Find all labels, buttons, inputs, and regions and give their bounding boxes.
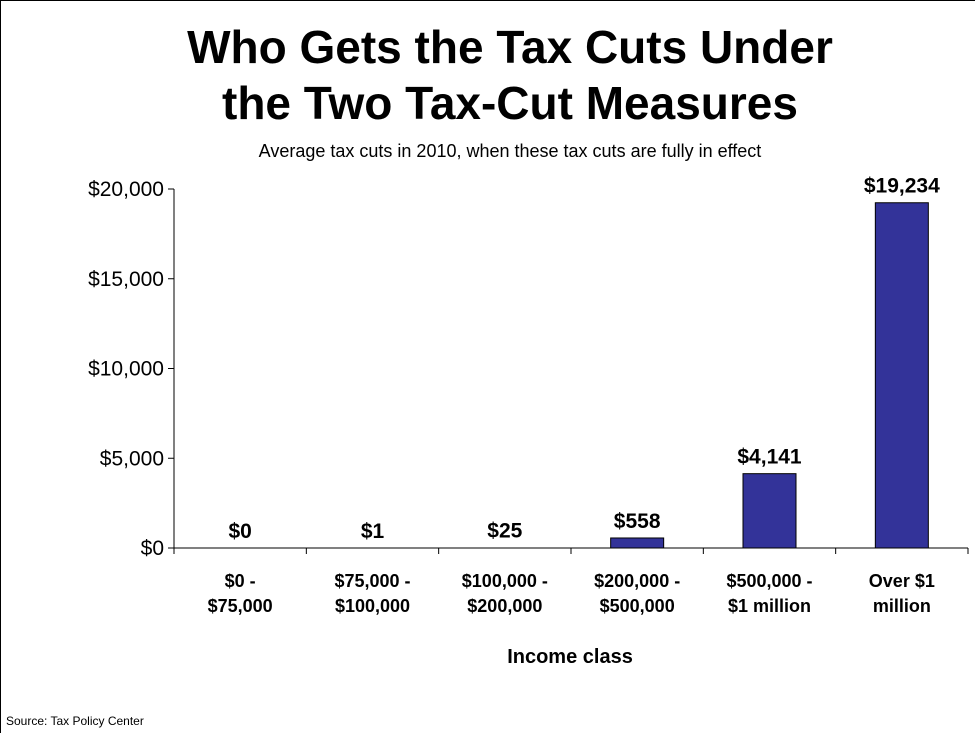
bars	[610, 202, 929, 549]
y-tick-label: $0	[141, 537, 164, 560]
bar-value-label: $0	[228, 520, 251, 543]
chart-title-line-2: the Two Tax-Cut Measures	[222, 77, 798, 129]
bar	[742, 473, 797, 549]
x-tick-label: $200,000 -$500,000	[594, 571, 680, 616]
y-tick-label: $20,000	[88, 178, 164, 201]
x-tick-label: $75,000 -$100,000	[334, 571, 410, 616]
x-axis: $0 -$75,000 $75,000 -$100,000 $100,000 -$2…	[173, 547, 969, 616]
bar-value-label: $25	[487, 520, 522, 543]
source-note: Source: Tax Policy Center	[6, 714, 144, 728]
x-axis-label: Income class	[507, 646, 633, 668]
bar-value-label: $4,141	[737, 446, 802, 469]
bar-value-label: $19,234	[864, 175, 940, 198]
bar	[874, 202, 929, 549]
chart-title-line-1: Who Gets the Tax Cuts Under	[187, 21, 833, 73]
bar-value-label: $1	[361, 520, 385, 543]
y-tick-label: $5,000	[100, 447, 164, 470]
x-tick-label: $500,000 -$1 million	[726, 571, 812, 616]
y-tick-label: $15,000	[88, 268, 164, 291]
value-labels: $0 $1 $25 $558 $4,141 $19,234	[228, 175, 940, 543]
chart-subtitle: Average tax cuts in 2010, when these tax…	[258, 141, 762, 161]
x-tick-label: $0 -$75,000	[208, 571, 273, 616]
y-axis: $0 $5,000 $10,000 $15,000 $20,000	[88, 178, 175, 560]
x-tick-label: Over $1 million	[869, 571, 935, 616]
y-tick-label: $10,000	[88, 358, 164, 381]
bar-value-label: $558	[614, 510, 661, 533]
bar	[610, 537, 665, 549]
x-tick-label: $100,000 -$200,000	[462, 571, 548, 616]
